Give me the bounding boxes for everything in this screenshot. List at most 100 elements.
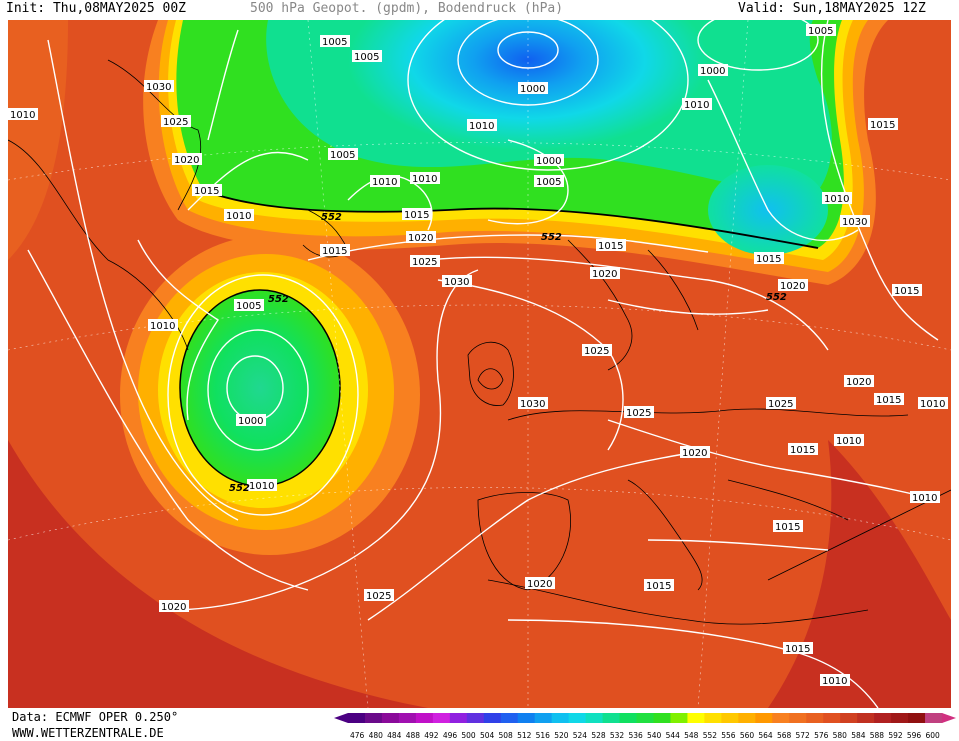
isobar-label: 1020: [172, 153, 202, 166]
isobar-label: 1010: [918, 397, 948, 410]
colorbar-tick-label: 508: [499, 731, 514, 740]
svg-text:1015: 1015: [870, 120, 895, 131]
isobar-label: 1015: [402, 208, 432, 221]
colorbar-cell: [381, 713, 400, 723]
colorbar-tick-label: 576: [814, 731, 829, 740]
isobar-label: 1015: [754, 252, 784, 265]
colorbar-tick-label: 596: [907, 731, 922, 740]
svg-text:1025: 1025: [366, 591, 391, 602]
isobar-label: 1025: [410, 255, 440, 268]
colorbar-tick-label: 524: [573, 731, 588, 740]
isobar-label: 1015: [596, 239, 626, 252]
svg-text:1015: 1015: [790, 445, 815, 456]
map-footer: Data: ECMWF OPER 0.250° WWW.WETTERZENTRA…: [0, 708, 959, 741]
colorbar-cell: [364, 713, 383, 723]
colorbar-cell: [823, 713, 841, 723]
svg-text:1000: 1000: [238, 416, 263, 427]
colorbar-cell: [636, 713, 654, 723]
colorbar-tick-label: 480: [369, 731, 384, 740]
colorbar-tick-label: 568: [777, 731, 792, 740]
isobar-label: 1010: [834, 434, 864, 447]
svg-text:1015: 1015: [894, 286, 919, 297]
colorbar-tick-label: 540: [647, 731, 662, 740]
isobar-label: 1005: [352, 50, 382, 63]
colorbar-cell: [483, 713, 502, 723]
isobar-label: 1015: [644, 579, 674, 592]
colorbar-tick-label: 476: [350, 731, 365, 740]
colorbar-cell: [806, 713, 824, 723]
svg-text:1005: 1005: [354, 52, 379, 63]
isobar-label: 1010: [410, 172, 440, 185]
svg-text:1025: 1025: [412, 257, 437, 268]
graticule: [8, 20, 951, 708]
colorbar-cell: [738, 713, 756, 723]
isobar-label: 1010: [467, 119, 497, 132]
svg-text:1005: 1005: [536, 177, 561, 188]
isobar-label: 1010: [682, 98, 712, 111]
contour-label-552: 552: [268, 294, 289, 305]
valid-time: Valid: Sun,18MAY2025 12Z: [738, 1, 926, 16]
svg-text:1010: 1010: [469, 121, 494, 132]
colorbar-tick-label: 520: [554, 731, 569, 740]
svg-text:1010: 1010: [920, 399, 945, 410]
colorbar-tick-label: 492: [424, 731, 439, 740]
svg-text:1025: 1025: [584, 346, 609, 357]
svg-text:1030: 1030: [520, 399, 545, 410]
svg-text:1030: 1030: [842, 217, 867, 228]
isobar-label: 1010: [820, 674, 850, 687]
colorbar-tick-label: 536: [628, 731, 643, 740]
svg-text:1000: 1000: [536, 156, 561, 167]
svg-text:1020: 1020: [682, 448, 707, 459]
warm-field-se: [768, 440, 951, 708]
svg-text:1005: 1005: [808, 26, 833, 37]
colorbar-cell: [432, 713, 451, 723]
website-credit: WWW.WETTERZENTRALE.DE: [12, 726, 164, 740]
svg-text:1020: 1020: [408, 233, 433, 244]
isobar-label: 1025: [364, 589, 394, 602]
colorbar-tick-label: 516: [536, 731, 551, 740]
svg-text:1015: 1015: [646, 581, 671, 592]
isobar-label: 1010: [822, 192, 852, 205]
isobar-label: 1000: [534, 154, 564, 167]
colorbar-cell: [517, 713, 536, 723]
isobar-label: 1025: [582, 344, 612, 357]
map-title: 500 hPa Geopot. (gpdm), Bodendruck (hPa): [250, 1, 564, 16]
colorbar-cell: [908, 713, 926, 723]
isobar-label: 1005: [328, 148, 358, 161]
colorbar-tick-label: 580: [833, 731, 848, 740]
data-source: Data: ECMWF OPER 0.250°: [12, 710, 179, 724]
svg-text:1015: 1015: [322, 246, 347, 257]
isobar-label: 1015: [788, 443, 818, 456]
colorbar-tick-label: 548: [684, 731, 699, 740]
colorbar-cell: [619, 713, 638, 723]
colorbar-tick-label: 544: [666, 731, 681, 740]
isobar-label: 1015: [773, 520, 803, 533]
colorbar-cell: [398, 713, 417, 723]
colorbar-cell: [789, 713, 807, 723]
svg-text:1005: 1005: [330, 150, 355, 161]
svg-text:1030: 1030: [444, 277, 469, 288]
warm-field-sw: [8, 440, 428, 708]
colorbar-tick-label: 512: [517, 731, 532, 740]
svg-text:1010: 1010: [249, 481, 274, 492]
colorbar-cell: [721, 713, 739, 723]
isobar-label: 1015: [192, 184, 222, 197]
colorbar-tick-label: 592: [888, 731, 903, 740]
colorbar-cell: [653, 713, 671, 723]
colorbar-arrow-right: [942, 713, 956, 723]
contour-label-552: 552: [229, 483, 250, 494]
svg-text:1000: 1000: [700, 66, 725, 77]
svg-text:1015: 1015: [598, 241, 623, 252]
svg-text:1000: 1000: [520, 84, 545, 95]
isobar-label: 1005: [320, 35, 350, 48]
colorbar-cell: [857, 713, 875, 723]
isobar-label: 1015: [783, 642, 813, 655]
colorbar-tick-label: 572: [796, 731, 811, 740]
colorbar-arrow-left: [334, 713, 348, 723]
isobar-label: 1010: [148, 319, 178, 332]
svg-text:1010: 1010: [824, 194, 849, 205]
svg-text:1020: 1020: [161, 602, 186, 613]
isobar-label: 1020: [159, 600, 189, 613]
svg-text:1010: 1010: [912, 493, 937, 504]
colorbar-tick-label: 556: [721, 731, 736, 740]
